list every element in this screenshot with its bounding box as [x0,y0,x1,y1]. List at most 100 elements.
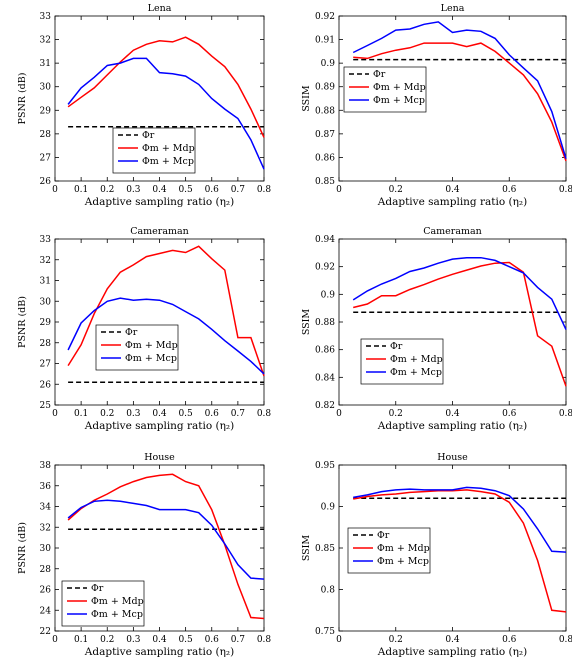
x-tick-label: 0.1 [74,635,88,645]
y-tick-label: 0.87 [315,130,335,140]
x-tick-label: 0.6 [502,635,517,645]
x-tick-label: 0.3 [126,185,141,195]
legend-label: Φm + Mcp [91,609,143,620]
series-line-phi-m-mc [352,256,567,330]
y-tick-label: 0.92 [315,12,335,22]
y-tick-label: 0.88 [315,106,335,116]
y-axis-label: SSIM [301,85,312,112]
legend-label: Φm + Mdp [390,354,443,365]
y-axis-label: SSIM [301,535,312,562]
series-line-phi-m-md [353,261,567,387]
legend-label: Φr [142,130,155,141]
x-tick-label: 0.4 [152,409,167,419]
chart-title: Cameraman [423,226,482,237]
legend-label: Φm + Mdp [91,596,144,607]
x-tick-label: 0 [336,635,342,645]
chart-panel-4: 0 0.2 0.4 0.6 0.8 0.82 0.84 0.86 0.88 0.9 0.92 0.94… [301,226,572,432]
y-tick-label: 31 [40,59,51,69]
y-tick-label: 33 [40,12,52,22]
series-line-phi-m-md [67,36,265,138]
series-line-phi-m-md [67,245,265,377]
y-tick-label: 38 [40,461,52,471]
y-axis-label: PSNR (dB) [17,73,28,125]
legend-label: Φm + Mdp [373,82,426,93]
legend: Φr Φm + Mdp Φm + Mcp [61,580,145,627]
x-tick-label: 0.1 [74,409,88,419]
x-tick-label: 0.4 [152,635,167,645]
y-tick-label: 24 [40,606,52,616]
y-tick-label: 27 [40,153,52,163]
x-tick-label: 0.7 [231,635,246,645]
y-tick-label: 0.9 [321,290,336,300]
chart-title: House [437,452,468,463]
legend-label: Φr [373,69,386,80]
x-tick-label: 0.2 [389,635,403,645]
x-tick-label: 0.6 [205,635,220,645]
chart-title: Lena [148,3,172,14]
chart-panel-5: 0 0.1 0.2 0.3 0.4 0.5 0.6 0.7 0.8 22 24 26 28 30 32 34 3… [17,452,271,658]
legend: Φr Φm + Mdp Φm + Mcp [360,338,444,385]
y-tick-label: 0.9 [321,503,336,513]
x-tick-label: 0.8 [257,185,272,195]
y-tick-label: 26 [40,586,52,596]
y-tick-label: 0.8 [321,586,336,596]
legend-label: Φm + Mcp [125,353,177,364]
legend-label: Φm + Mdp [142,143,195,154]
legend: Φr Φm + Mdp Φm + Mcp [95,324,179,371]
x-tick-label: 0.4 [152,185,167,195]
x-tick-label: 0.2 [100,185,114,195]
x-tick-label: 0.8 [559,185,572,195]
x-tick-label: 0.8 [257,409,272,419]
y-tick-label: 22 [40,627,51,637]
x-tick-label: 0 [52,635,58,645]
y-axis-label: SSIM [301,309,312,336]
y-tick-label: 32 [40,523,51,533]
series-line-phi-m-md [67,473,265,620]
y-tick-label: 0.94 [315,235,335,245]
legend-label: Φm + Mcp [142,156,194,167]
chart-panel-2: 0 0.2 0.4 0.6 0.8 0.85 0.86 0.87 0.88 0.89 0.9 0.91… [301,3,572,208]
chart-title: Lena [441,3,465,14]
y-tick-label: 0.95 [315,461,335,471]
x-tick-label: 0.2 [389,409,403,419]
y-tick-label: 0.85 [315,177,335,187]
x-tick-label: 0.1 [74,185,88,195]
x-tick-label: 0 [52,409,58,419]
x-axis-label: Adaptive sampling ratio (η₂) [377,646,527,658]
chart-panel-3: 0 0.1 0.2 0.3 0.4 0.5 0.6 0.7 0.8 25 26 27 28 29 30 31 3… [17,226,271,432]
legend-label: Φm + Mdp [377,543,430,554]
y-tick-label: 36 [40,482,52,492]
y-tick-label: 28 [40,565,52,575]
y-tick-label: 25 [40,401,52,411]
x-tick-label: 0.5 [178,185,193,195]
y-tick-label: 0.86 [315,153,335,163]
y-tick-label: 28 [40,130,52,140]
legend-label: Φm + Mcp [373,95,425,106]
y-tick-label: 0.92 [315,263,335,273]
x-tick-label: 0.3 [126,409,141,419]
y-tick-label: 0.9 [321,59,336,69]
x-tick-label: 0.2 [389,185,403,195]
y-tick-label: 26 [40,380,52,390]
chart-title: Cameraman [130,226,189,237]
y-axis-label: PSNR (dB) [17,296,28,348]
y-tick-label: 0.82 [315,401,335,411]
x-tick-label: 0.6 [205,185,220,195]
x-tick-label: 0.8 [257,635,272,645]
x-tick-label: 0.2 [100,635,114,645]
x-tick-label: 0 [336,409,342,419]
series-line-phi-m-mc [67,57,265,170]
y-tick-label: 27 [40,360,52,370]
legend-label: Φm + Mcp [390,367,442,378]
y-tick-label: 32 [40,36,51,46]
series-line-phi-m-mc [352,21,567,159]
x-tick-label: 0.7 [231,185,246,195]
x-axis-label: Adaptive sampling ratio (η₂) [84,646,234,658]
x-tick-label: 0.6 [502,409,517,419]
y-tick-label: 31 [40,277,51,287]
series-line-phi-m-md [353,42,567,162]
y-tick-label: 0.88 [315,318,335,328]
y-tick-label: 32 [40,256,51,266]
x-tick-label: 0.8 [559,635,572,645]
legend-label: Φr [377,530,390,541]
